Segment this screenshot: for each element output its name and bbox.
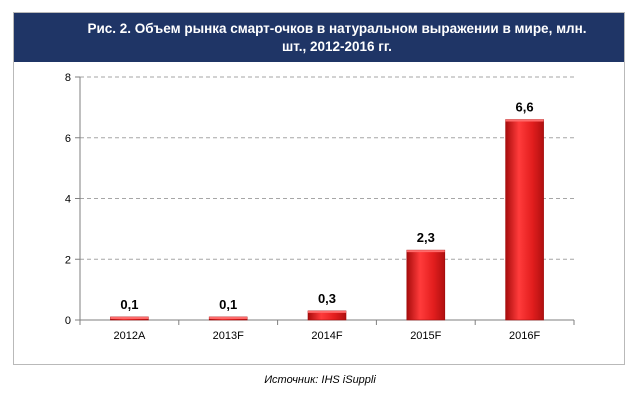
x-tick-label: 2015F bbox=[410, 330, 441, 342]
data-label: 2,3 bbox=[417, 230, 435, 245]
source-note: Источник: IHS iSuppli bbox=[264, 374, 376, 386]
bar bbox=[505, 119, 544, 321]
axes bbox=[75, 76, 575, 325]
bar-top-highlight bbox=[209, 316, 248, 319]
y-tick-label: 2 bbox=[65, 254, 71, 266]
data-label: 0,1 bbox=[120, 297, 138, 312]
bar-top-highlight bbox=[308, 310, 346, 313]
y-tick-label: 4 bbox=[65, 194, 71, 206]
x-tick-label: 2016F bbox=[509, 330, 540, 342]
data-label: 0,3 bbox=[318, 291, 336, 306]
chart-title: Рис. 2. Объем рынка смарт-очков в натура… bbox=[87, 20, 587, 54]
y-tick-label: 8 bbox=[65, 72, 71, 84]
x-tick-label: 2013F bbox=[213, 330, 244, 342]
gridlines bbox=[80, 76, 574, 260]
x-tick-label: 2014F bbox=[311, 330, 342, 342]
bar-top-highlight bbox=[505, 119, 544, 122]
data-label: 0,1 bbox=[219, 297, 237, 312]
y-tick-label: 6 bbox=[65, 133, 71, 145]
x-tick-label: 2012A bbox=[113, 330, 145, 342]
bar-top-highlight bbox=[110, 316, 149, 319]
bar-top-highlight bbox=[406, 250, 445, 253]
data-label: 6,6 bbox=[516, 100, 534, 115]
y-tick-label: 0 bbox=[65, 315, 71, 327]
chart-title-bar: Рис. 2. Объем рынка смарт-очков в натура… bbox=[14, 13, 624, 62]
bar bbox=[406, 249, 446, 321]
bars bbox=[110, 119, 544, 321]
labels: 0 2 4 6 8 0,1 2012A 0,1 2013F 0,3 2014F 2,3 2015F 6,6… bbox=[65, 72, 541, 342]
